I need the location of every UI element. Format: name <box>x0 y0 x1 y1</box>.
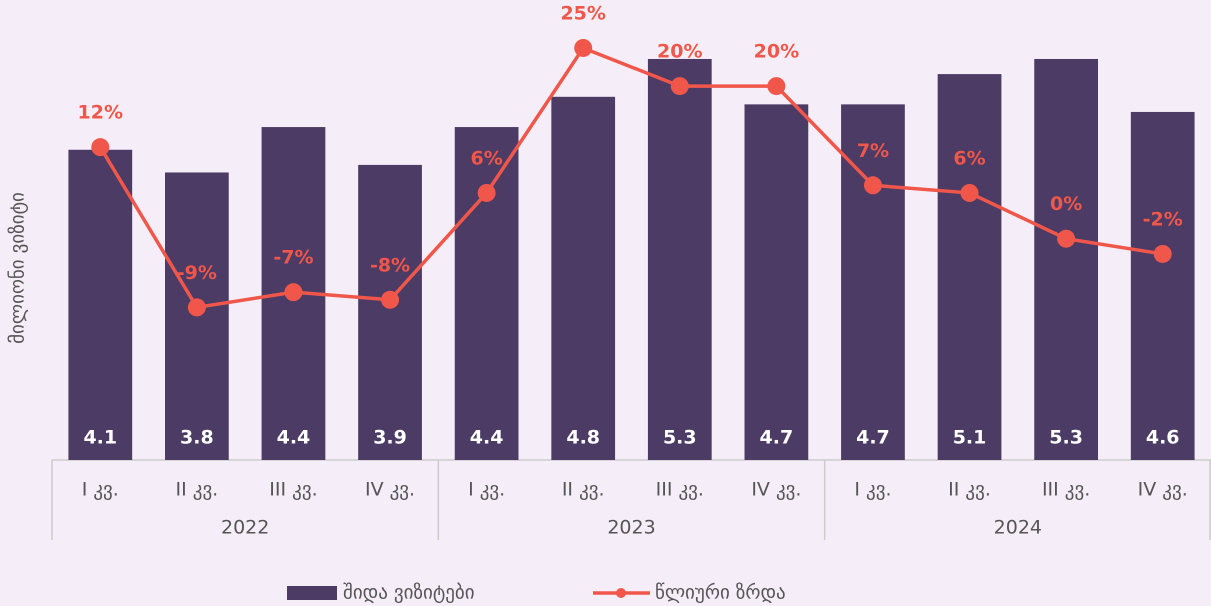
x-tick-label: I კვ. <box>468 479 505 501</box>
x-tick-label: IV კვ. <box>751 479 801 501</box>
line <box>98 45 1163 310</box>
line-value-label: -7% <box>273 247 313 269</box>
bar-value-label: 3.9 <box>373 427 407 449</box>
line-point <box>574 38 593 57</box>
x-tick-label: III კვ. <box>1042 479 1090 501</box>
bar <box>937 74 1002 460</box>
y-axis-label: მილიონი ვიზიტი <box>7 192 29 344</box>
bar-value-label: 3.8 <box>180 427 214 449</box>
line-value-label: 25% <box>560 2 605 24</box>
bar <box>744 104 809 460</box>
bar-value-label: 5.3 <box>663 427 697 449</box>
x-tick-label: I კვ. <box>854 479 891 501</box>
line-point <box>960 183 979 202</box>
line-value-label: 12% <box>78 102 123 124</box>
bar-value-label: 5.3 <box>1049 427 1083 449</box>
line-value-label: 0% <box>1050 193 1082 215</box>
bar <box>551 96 616 461</box>
line-point <box>1153 244 1172 263</box>
group-label: 2022 <box>221 517 269 539</box>
bar <box>68 149 133 460</box>
x-tick-label: III კვ. <box>269 479 317 501</box>
line-point <box>767 77 786 96</box>
legend-swatch <box>287 586 337 600</box>
bar <box>358 164 422 460</box>
line-point <box>187 298 206 317</box>
x-tick-label: II კვ. <box>176 479 219 501</box>
bar <box>1130 111 1195 460</box>
line-point <box>91 138 110 157</box>
group-label: 2023 <box>607 517 655 539</box>
line-value-label: 6% <box>953 147 985 169</box>
bar <box>454 127 519 461</box>
legend-label: წლიური ზრდა <box>655 582 786 604</box>
line-value-label: -8% <box>370 254 410 276</box>
line-value-label: -2% <box>1143 208 1183 230</box>
bar-value-label: 4.4 <box>470 427 504 449</box>
line-point <box>477 183 496 202</box>
line-value-label: 7% <box>857 140 889 162</box>
bar-value-label: 4.1 <box>83 427 117 449</box>
bar-value-label: 5.1 <box>953 427 987 449</box>
bar-value-label: 4.7 <box>856 427 890 449</box>
x-tick-label: III კვ. <box>656 479 704 501</box>
x-tick-label: IV კვ. <box>1138 479 1188 501</box>
line-point <box>284 283 303 302</box>
line-value-label: 6% <box>470 147 502 169</box>
x-tick-label: I კვ. <box>82 479 119 501</box>
line-point <box>670 77 689 96</box>
line-value-label: 20% <box>754 41 799 63</box>
legend-swatch <box>616 588 626 598</box>
line-point <box>381 290 400 309</box>
legend-label: შიდა ვიზიტები <box>343 582 475 604</box>
bar <box>647 58 712 460</box>
bar-value-label: 4.6 <box>1146 427 1180 449</box>
line-point <box>863 176 882 195</box>
line-value-label: 20% <box>657 41 702 63</box>
bar-value-label: 4.4 <box>277 427 311 449</box>
bar <box>1034 58 1098 460</box>
bar-value-label: 4.8 <box>566 427 600 449</box>
x-tick-label: II კვ. <box>562 479 605 501</box>
bar-value-label: 4.7 <box>760 427 794 449</box>
line-value-label: -9% <box>177 262 217 284</box>
x-tick-label: IV კვ. <box>365 479 415 501</box>
group-label: 2024 <box>994 517 1042 539</box>
x-tick-label: II კვ. <box>948 479 991 501</box>
line-point <box>1057 229 1076 248</box>
